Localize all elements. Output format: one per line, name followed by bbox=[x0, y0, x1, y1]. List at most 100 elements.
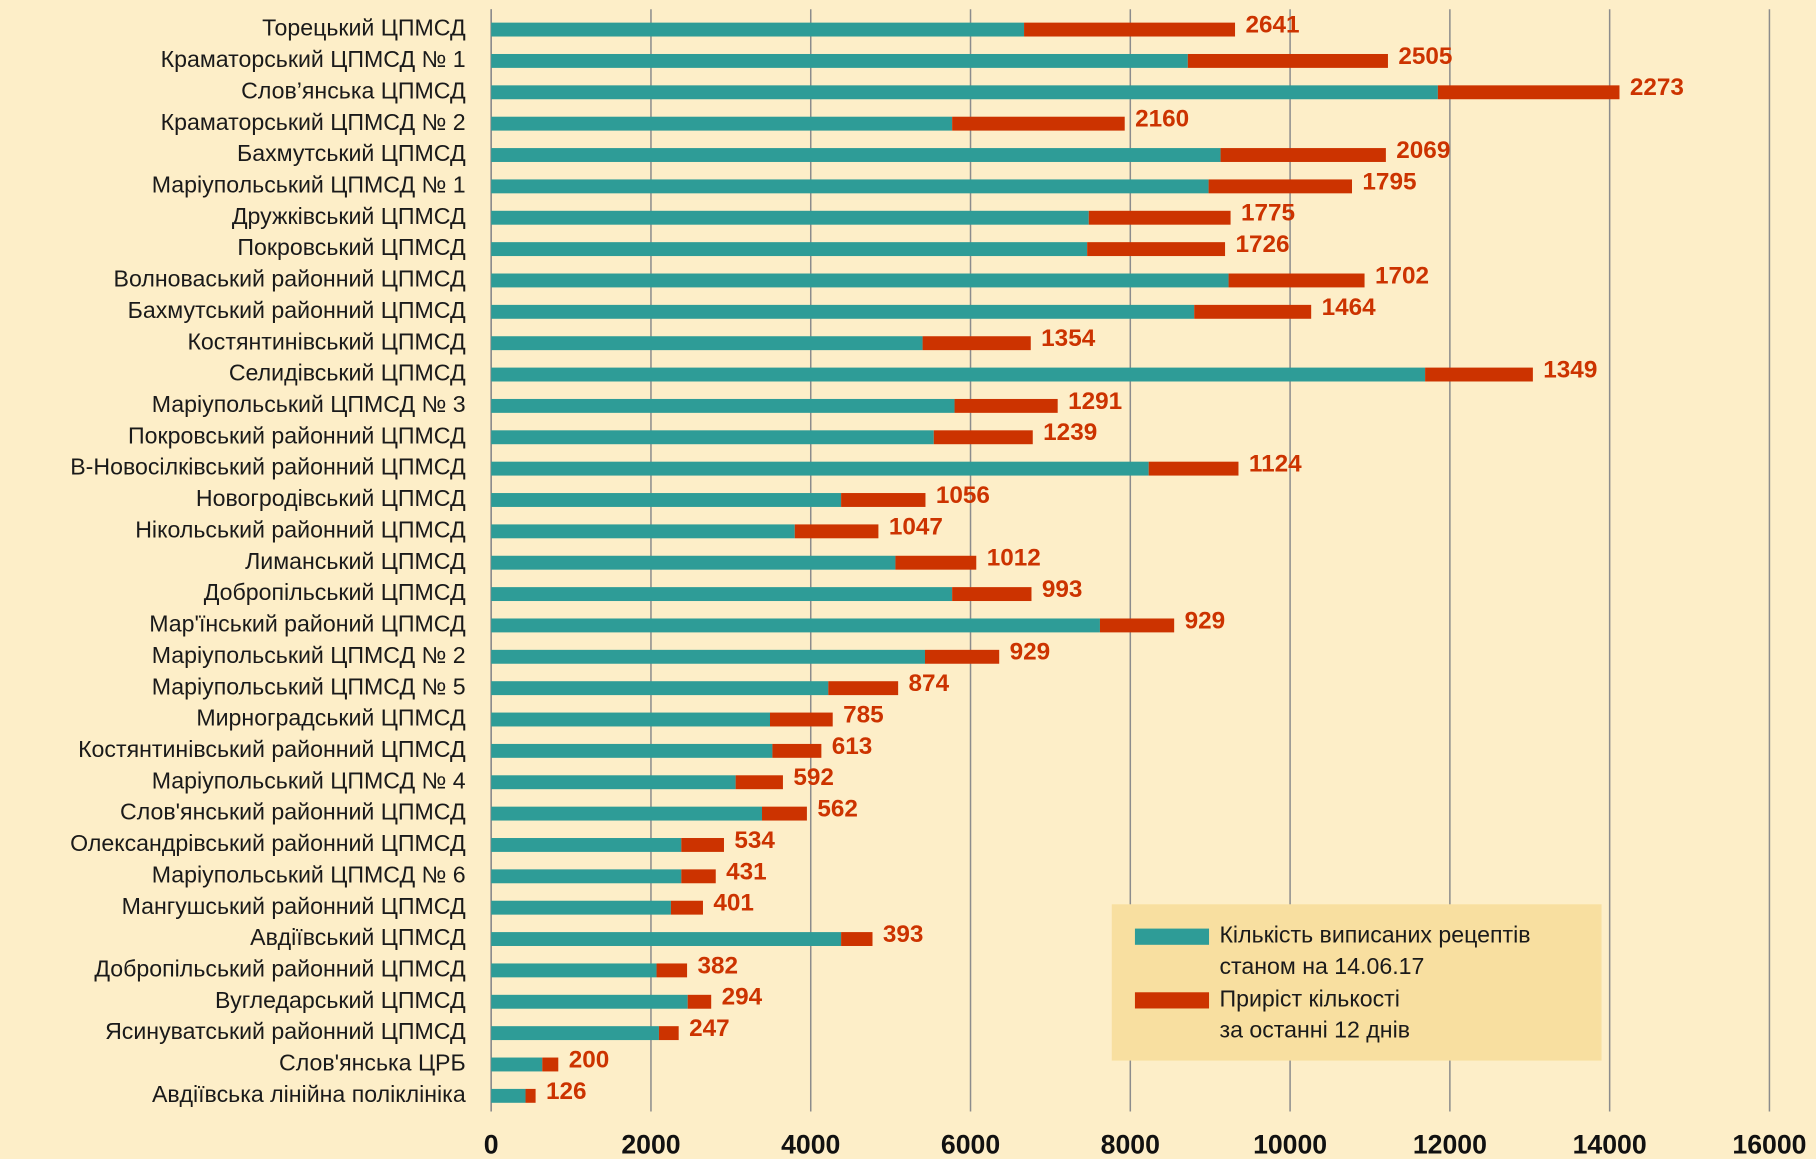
bar-segment bbox=[670, 900, 703, 915]
bar-segment bbox=[491, 555, 896, 570]
y-tick-label: Маріупольський ЦПМСД № 2 bbox=[152, 642, 466, 668]
bar-segment bbox=[1194, 304, 1312, 319]
bar-segment bbox=[491, 587, 953, 602]
x-tick-label: 14000 bbox=[1573, 1129, 1647, 1159]
value-label: 294 bbox=[722, 984, 763, 1011]
y-tick-label: Лиманський ЦПМСД bbox=[245, 548, 466, 574]
bar-segment bbox=[491, 712, 770, 727]
bar-segment bbox=[491, 524, 795, 539]
y-tick-label: Краматорський ЦПМСД № 1 bbox=[161, 46, 466, 72]
y-tick-label: Добропільський ЦПМСД bbox=[204, 579, 466, 605]
y-tick-label: Маріупольський ЦПМСД № 6 bbox=[152, 861, 466, 887]
y-tick-label: Маріупольський ЦПМСД № 3 bbox=[152, 391, 466, 417]
bar-segment bbox=[762, 806, 807, 821]
y-tick-label: Волноваський районний ЦПМСД bbox=[114, 266, 466, 292]
value-label: 126 bbox=[546, 1078, 587, 1105]
y-tick-label: Слов'янська ЦРБ bbox=[279, 1050, 466, 1076]
bar-segment bbox=[491, 430, 934, 445]
bar-segment bbox=[1024, 22, 1236, 37]
bar-segment bbox=[1148, 461, 1239, 476]
bar-segment bbox=[491, 273, 1229, 288]
value-label: 2160 bbox=[1135, 106, 1189, 133]
bar-segment bbox=[491, 869, 682, 884]
value-label: 393 bbox=[883, 921, 924, 948]
value-label: 929 bbox=[1185, 607, 1226, 634]
bar-segment bbox=[491, 210, 1089, 225]
y-tick-label: Костянтинівський ЦПМСД bbox=[187, 328, 466, 354]
value-label: 2505 bbox=[1398, 43, 1452, 70]
bar-segment bbox=[491, 398, 955, 413]
bar-segment bbox=[794, 524, 879, 539]
bar-segment bbox=[841, 493, 926, 507]
bar-segment bbox=[1437, 85, 1620, 100]
y-tick-label: Покровський ЦПМСД bbox=[237, 234, 466, 260]
value-label: 613 bbox=[832, 733, 873, 760]
bar-segment bbox=[491, 775, 736, 790]
x-tick-label: 12000 bbox=[1413, 1129, 1487, 1159]
bar-segment bbox=[1088, 210, 1231, 225]
bar-segment bbox=[681, 838, 724, 852]
y-tick-label: Олександрівський районний ЦПМСД bbox=[70, 830, 466, 856]
bar-segment bbox=[491, 493, 842, 507]
value-label: 1702 bbox=[1375, 262, 1429, 289]
y-tick-label: Новогродівський ЦПМСД bbox=[196, 485, 466, 511]
value-label: 401 bbox=[713, 890, 754, 917]
value-label: 785 bbox=[843, 701, 884, 728]
y-tick-label: Слов’янська ЦПМСД bbox=[241, 77, 466, 103]
value-label: 431 bbox=[726, 858, 767, 885]
x-tick-label: 10000 bbox=[1253, 1129, 1327, 1159]
value-label: 2273 bbox=[1630, 74, 1684, 101]
y-tick-label: Мар'їнський районий ЦПМСД bbox=[149, 611, 466, 637]
y-tick-label: Маріупольський ЦПМСД № 5 bbox=[152, 673, 466, 699]
bar-segment bbox=[933, 430, 1033, 445]
value-label: 592 bbox=[793, 764, 834, 791]
y-tick-label: Авдіївський ЦПМСД bbox=[250, 924, 466, 950]
bar-segment bbox=[491, 85, 1438, 100]
bar-segment bbox=[1228, 273, 1365, 288]
x-tick-label: 0 bbox=[484, 1129, 499, 1159]
bar-segment bbox=[491, 994, 688, 1009]
bar-segment bbox=[491, 22, 1025, 37]
value-label: 929 bbox=[1010, 639, 1051, 666]
bar-segment bbox=[1425, 367, 1533, 382]
y-tick-label: Маріупольський ЦПМСД № 1 bbox=[152, 171, 466, 197]
bar-segment bbox=[542, 1057, 559, 1072]
y-tick-label: Селидівський ЦПМСД bbox=[229, 360, 466, 386]
value-label: 247 bbox=[689, 1015, 730, 1042]
bar-segment bbox=[841, 932, 873, 946]
y-tick-label: Маріупольський ЦПМСД № 4 bbox=[152, 767, 466, 793]
bar-segment bbox=[769, 712, 833, 727]
value-label: 1795 bbox=[1362, 168, 1416, 195]
bar-segment bbox=[491, 179, 1209, 194]
value-label: 1349 bbox=[1543, 356, 1597, 383]
bar-segment bbox=[735, 775, 783, 790]
bar-segment bbox=[895, 555, 977, 570]
bar-segment bbox=[491, 461, 1149, 476]
y-tick-label: Бахмутський районний ЦПМСД bbox=[128, 297, 466, 323]
bar-segment bbox=[491, 963, 657, 978]
y-tick-label: Авдіївська лінійна поліклініка bbox=[152, 1081, 466, 1107]
bar-segment bbox=[1220, 148, 1386, 162]
bar-segment bbox=[828, 681, 899, 696]
bar-segment bbox=[656, 963, 688, 978]
value-label: 382 bbox=[697, 952, 738, 979]
value-label: 1726 bbox=[1235, 231, 1289, 258]
y-tick-label: Дружківський ЦПМСД bbox=[232, 203, 466, 229]
bar-segment bbox=[1208, 179, 1353, 194]
y-tick-label: Слов'янський районний ЦПМСД bbox=[120, 799, 466, 825]
x-tick-label: 8000 bbox=[1101, 1129, 1160, 1159]
y-tick-label: Вугледарський ЦПМСД bbox=[215, 987, 466, 1013]
bar-segment bbox=[1087, 242, 1226, 257]
value-label: 534 bbox=[734, 827, 775, 854]
value-label: 1775 bbox=[1241, 200, 1295, 227]
bar-segment bbox=[687, 994, 712, 1009]
legend-swatch bbox=[1134, 928, 1210, 945]
bar-segment bbox=[491, 1057, 543, 1072]
bar-segment bbox=[491, 900, 671, 915]
value-label: 1291 bbox=[1068, 388, 1122, 415]
value-label: 1464 bbox=[1322, 294, 1377, 321]
y-tick-label: Добропільський районний ЦПМСД bbox=[94, 956, 466, 982]
y-tick-label: Бахмутський ЦПМСД bbox=[237, 140, 466, 166]
value-label: 200 bbox=[569, 1046, 610, 1073]
value-label: 1047 bbox=[889, 513, 943, 540]
